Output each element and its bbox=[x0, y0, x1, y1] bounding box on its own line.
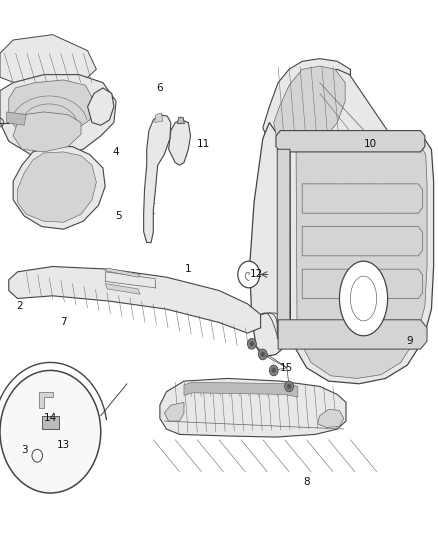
Polygon shape bbox=[164, 402, 184, 421]
Polygon shape bbox=[302, 227, 423, 256]
Polygon shape bbox=[250, 123, 307, 357]
Circle shape bbox=[247, 338, 256, 349]
Circle shape bbox=[0, 370, 101, 493]
Circle shape bbox=[272, 368, 276, 373]
Polygon shape bbox=[184, 382, 298, 397]
Text: 15: 15 bbox=[280, 363, 293, 373]
Polygon shape bbox=[39, 392, 53, 408]
Polygon shape bbox=[296, 141, 427, 378]
Polygon shape bbox=[290, 133, 434, 384]
Text: 8: 8 bbox=[303, 478, 310, 487]
Text: 13: 13 bbox=[57, 440, 70, 450]
Circle shape bbox=[269, 365, 278, 376]
Circle shape bbox=[238, 261, 260, 288]
Polygon shape bbox=[155, 113, 163, 123]
Circle shape bbox=[261, 352, 265, 357]
Polygon shape bbox=[144, 115, 171, 243]
Polygon shape bbox=[339, 261, 388, 336]
Text: 1: 1 bbox=[185, 264, 192, 274]
Polygon shape bbox=[274, 66, 345, 148]
Polygon shape bbox=[277, 149, 290, 341]
Circle shape bbox=[258, 349, 267, 360]
Text: 6: 6 bbox=[156, 83, 163, 93]
Polygon shape bbox=[88, 88, 114, 125]
Text: 11: 11 bbox=[197, 139, 210, 149]
Polygon shape bbox=[0, 75, 116, 157]
Text: 7: 7 bbox=[60, 318, 67, 327]
Polygon shape bbox=[276, 131, 425, 152]
Text: 10: 10 bbox=[364, 139, 377, 149]
Polygon shape bbox=[9, 80, 94, 136]
Polygon shape bbox=[42, 416, 59, 429]
Text: 9: 9 bbox=[406, 336, 413, 346]
Polygon shape bbox=[318, 409, 344, 427]
Polygon shape bbox=[0, 35, 96, 91]
Polygon shape bbox=[7, 112, 26, 125]
Polygon shape bbox=[105, 268, 140, 277]
Polygon shape bbox=[263, 59, 350, 155]
Text: 4: 4 bbox=[113, 147, 120, 157]
Circle shape bbox=[250, 341, 254, 346]
Polygon shape bbox=[160, 378, 346, 437]
Polygon shape bbox=[105, 284, 140, 294]
Polygon shape bbox=[302, 269, 423, 298]
Circle shape bbox=[287, 384, 291, 389]
Polygon shape bbox=[311, 69, 407, 211]
Circle shape bbox=[285, 381, 293, 392]
Text: 2: 2 bbox=[16, 302, 23, 311]
Polygon shape bbox=[13, 112, 81, 152]
Polygon shape bbox=[302, 184, 423, 213]
Polygon shape bbox=[9, 266, 261, 333]
Polygon shape bbox=[18, 152, 96, 222]
Polygon shape bbox=[13, 147, 105, 229]
Text: 5: 5 bbox=[115, 211, 122, 221]
Text: 14: 14 bbox=[44, 414, 57, 423]
Text: 3: 3 bbox=[21, 446, 28, 455]
Polygon shape bbox=[169, 120, 191, 165]
Polygon shape bbox=[278, 320, 427, 349]
Text: 12: 12 bbox=[250, 270, 263, 279]
Polygon shape bbox=[177, 117, 184, 124]
